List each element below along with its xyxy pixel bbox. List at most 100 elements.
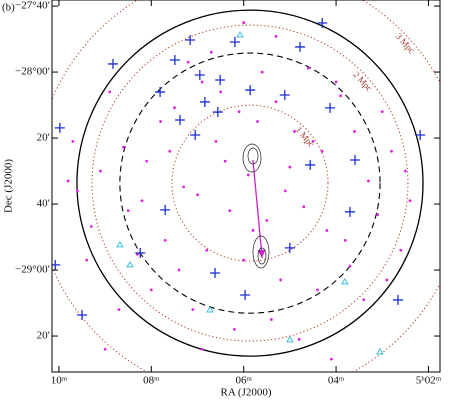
- galaxy-dot: [219, 90, 222, 94]
- cross-marker: [135, 248, 146, 259]
- galaxy-dot: [302, 205, 306, 209]
- galaxy-dot: [71, 139, 75, 143]
- galaxy-dot: [126, 209, 130, 213]
- galaxy-dot: [159, 120, 162, 123]
- cross-marker: [185, 34, 196, 45]
- ring-label: 2 Mpc: [351, 69, 374, 93]
- galaxy-dot: [256, 120, 259, 123]
- galaxy-dot: [390, 149, 393, 153]
- galaxy-dot: [334, 80, 338, 84]
- triangle-marker: [340, 277, 349, 285]
- y-tick-label: −29°00′: [15, 264, 50, 276]
- galaxy-dot: [200, 80, 204, 84]
- plot-area: [52, 0, 440, 372]
- galaxy-dot: [173, 106, 176, 110]
- cross-marker: [215, 74, 226, 85]
- cross-marker: [54, 122, 65, 133]
- ring-label: 1 Mpc: [294, 125, 317, 149]
- galaxy-dot: [316, 288, 319, 292]
- galaxy-dot: [408, 199, 412, 203]
- cross-marker: [174, 114, 185, 125]
- ring: [76, 9, 424, 357]
- x-axis-title: RA (J2000): [220, 387, 271, 399]
- frame: [51, 0, 441, 373]
- triangle-marker: [285, 335, 294, 343]
- galaxy-dot: [246, 173, 250, 177]
- ring: [91, 24, 409, 342]
- x-tick-label: 5ʰ02ᵐ: [416, 375, 442, 387]
- galaxy-dot: [228, 209, 232, 213]
- cross-marker: [52, 259, 61, 270]
- arrow: [252, 159, 263, 259]
- galaxy-dot: [223, 159, 227, 163]
- y-tick-label: 20′: [37, 330, 50, 342]
- galaxy-dot: [270, 318, 273, 321]
- galaxy-dot: [145, 159, 149, 163]
- galaxy-dot: [191, 308, 195, 312]
- galaxy-dot: [330, 357, 333, 361]
- galaxy-dot: [122, 145, 125, 149]
- cross-marker: [284, 242, 295, 253]
- galaxy-dot: [237, 110, 241, 114]
- cross-marker: [325, 102, 336, 113]
- cross-marker: [415, 130, 426, 141]
- cross-marker: [392, 294, 403, 305]
- galaxy-dot: [274, 100, 278, 104]
- cross-marker: [210, 268, 221, 279]
- galaxy-dot: [209, 50, 213, 54]
- galaxy-dot: [293, 130, 296, 133]
- cross-marker: [229, 36, 240, 47]
- cross-marker: [350, 154, 361, 165]
- x-tick-label: 08ᵐ: [143, 375, 160, 387]
- cross-marker: [279, 90, 290, 101]
- cross-marker: [295, 41, 306, 52]
- cross-marker: [77, 309, 88, 320]
- triangle-marker: [236, 31, 244, 38]
- y-tick-label: 20′: [37, 132, 50, 144]
- galaxy-dot: [103, 347, 107, 351]
- galaxy-dot: [283, 189, 287, 193]
- galaxy-dot: [306, 66, 310, 70]
- galaxy-dot: [205, 248, 209, 252]
- galaxy-dot: [177, 268, 181, 272]
- arrow-head: [257, 249, 266, 258]
- cross-marker: [245, 85, 256, 96]
- cross-marker: [317, 17, 328, 28]
- x-tick-label: 04ᵐ: [328, 375, 345, 387]
- galaxy-dot: [242, 21, 246, 24]
- galaxy-dot: [311, 139, 315, 143]
- cross-marker: [305, 159, 316, 170]
- galaxy-dot: [265, 219, 269, 222]
- galaxy-dot: [76, 189, 79, 193]
- galaxy-dot: [353, 130, 356, 133]
- ring: [52, 0, 440, 372]
- cross-marker: [344, 206, 355, 217]
- galaxy-dot: [348, 264, 352, 268]
- radio-contours: [242, 143, 270, 269]
- galaxy-dot: [242, 258, 246, 262]
- galaxy-dot: [251, 229, 255, 232]
- galaxy-dot: [233, 328, 236, 331]
- galaxy-dot: [297, 337, 301, 341]
- triangle-marker: [206, 306, 214, 313]
- y-tick-label: −27°40′: [15, 0, 50, 12]
- ring: [171, 104, 329, 262]
- galaxy-dot: [320, 149, 324, 153]
- galaxy-dot: [66, 179, 70, 183]
- galaxy-dot: [85, 258, 89, 262]
- galaxy-dot: [89, 225, 93, 228]
- galaxy-dot: [140, 199, 144, 203]
- galaxy-dot: [196, 193, 199, 197]
- ring-label: 3 Mpc: [394, 31, 417, 55]
- cross-marker: [107, 58, 118, 69]
- galaxy-dot: [279, 278, 283, 282]
- galaxy-dot: [385, 278, 389, 282]
- panel-label: (b): [2, 2, 15, 14]
- galaxy-dot: [288, 165, 292, 169]
- cross-marker: [194, 70, 205, 81]
- x-tick-label: 10ᵐ: [51, 375, 68, 387]
- y-axis-title: Dec (J2000): [3, 159, 15, 213]
- y-tick-label: −28°00′: [15, 66, 50, 78]
- cross-marker: [169, 54, 180, 65]
